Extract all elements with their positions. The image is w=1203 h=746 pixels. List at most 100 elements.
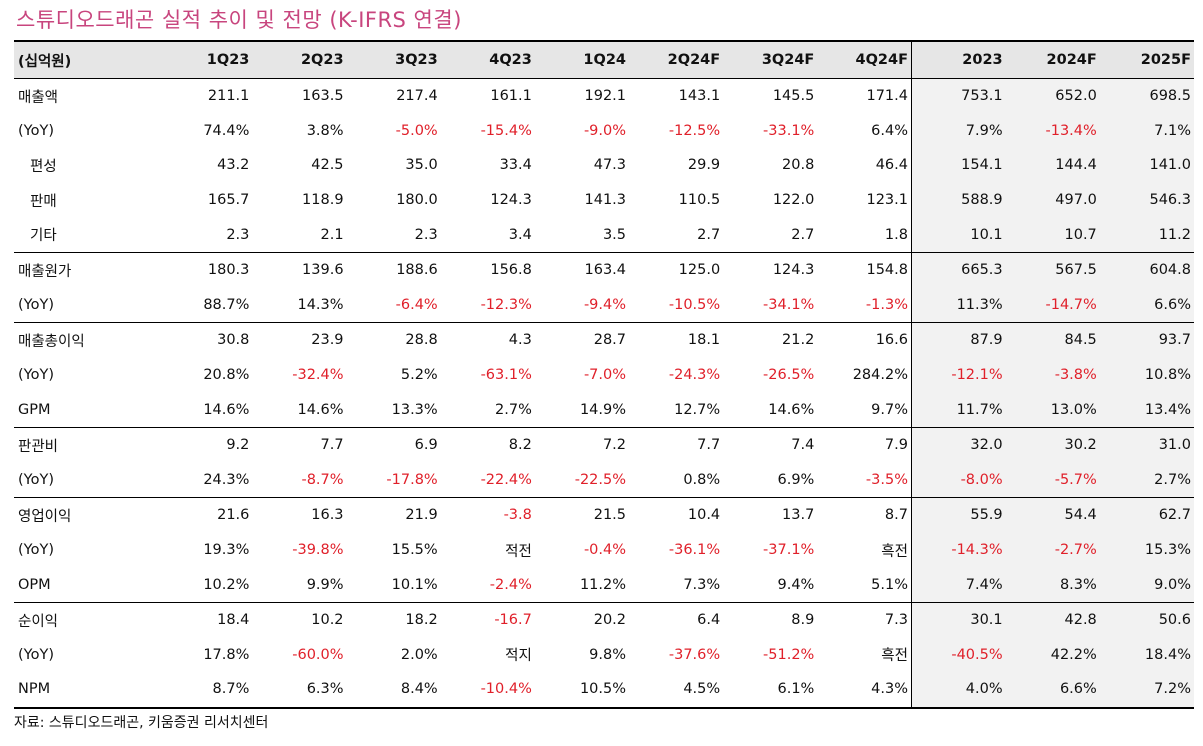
column-header: 3Q24F	[723, 40, 818, 79]
table-cell: 6.6%	[1099, 287, 1194, 324]
table-cell: 143.1	[678, 88, 721, 105]
table-cell: 4.0%	[910, 672, 1006, 709]
table-cell: -12.1%	[910, 357, 1006, 393]
table-row: (YoY) 24.3% -8.7% -17.8% -22.4% -22.5% 0.8% 6.9…	[14, 462, 1194, 499]
table-cell: 7.4	[791, 437, 815, 454]
table-cell: 5.2%	[400, 367, 438, 384]
table-cell: 47.3	[593, 157, 627, 174]
row-label: (YoY)	[18, 646, 54, 663]
table-cell: 163.5	[302, 88, 344, 105]
table-cell: 적전	[505, 543, 532, 560]
table-cell: 28.7	[593, 332, 627, 349]
table-cell: 31.0	[1099, 427, 1194, 463]
table-cell: -5.0%	[395, 122, 438, 139]
row-label: NPM	[14, 672, 159, 709]
column-header: 4Q24F	[817, 40, 912, 79]
column-header: 2Q24F	[629, 40, 724, 79]
table-cell: 5.1%	[817, 567, 912, 603]
table-cell: 2.1	[252, 217, 347, 253]
table-cell: 4.5%	[629, 672, 724, 709]
table-cell: 14.9%	[534, 392, 630, 428]
table-cell: 125.0	[678, 262, 721, 279]
table-cell: 흑전	[881, 543, 908, 560]
row-label: 판매	[30, 193, 57, 210]
table-cell: 3.4	[440, 217, 535, 253]
table-cell: 15.5%	[391, 542, 438, 559]
table-cell: 13.0%	[1005, 392, 1100, 428]
table-cell: -9.0%	[583, 122, 627, 139]
table-cell: -2.4%	[440, 567, 535, 603]
table-cell: 18.4	[217, 612, 250, 629]
table-cell: 14.6%	[252, 392, 347, 428]
table-cell: 16.3	[311, 507, 344, 524]
table-cell: -17.8%	[346, 462, 441, 499]
table-cell: 9.2	[226, 437, 250, 454]
row-label: (YoY)	[18, 542, 54, 559]
table-cell: 9.0%	[1099, 567, 1194, 603]
column-header: 4Q23	[440, 40, 535, 79]
table-cell: 11.2%	[534, 567, 630, 603]
table-cell: 141.3	[584, 192, 627, 209]
table-cell: 14.6%	[158, 392, 253, 428]
table-cell: 6.9%	[723, 462, 818, 499]
table-cell: 588.9	[910, 182, 1006, 218]
table-cell: -12.5%	[668, 122, 721, 139]
table-cell: 8.4%	[346, 672, 441, 709]
table-cell: 10.1%	[346, 567, 441, 603]
table-cell: 74.4%	[203, 122, 250, 139]
table-cell: -24.3%	[668, 367, 721, 384]
row-label: 매출원가	[18, 263, 72, 280]
row-label: 영업이익	[18, 508, 72, 525]
table-cell: 21.6	[217, 507, 250, 524]
table-cell: 24.3%	[158, 462, 253, 499]
table-cell: -3.5%	[817, 462, 912, 499]
table-cell: 124.3	[772, 262, 815, 279]
table-cell: 110.5	[678, 192, 721, 209]
table-cell: -22.4%	[440, 462, 535, 499]
row-label: GPM	[14, 392, 159, 428]
table-cell: 188.6	[396, 262, 438, 279]
table-cell: 497.0	[1005, 182, 1100, 218]
table-cell: 3.8%	[306, 122, 344, 139]
table-row: 매출액 211.1 163.5 217.4 161.1 192.1 143.1 145.5 17…	[14, 78, 1194, 114]
table-cell: 21.9	[405, 507, 438, 524]
table-cell: 211.1	[207, 88, 250, 105]
table-title: 스튜디오드래곤 실적 추이 및 전망 (K-IFRS 연결)	[16, 8, 462, 32]
table-cell: 154.8	[866, 262, 908, 279]
table-row: 기타 2.3 2.1 2.3 3.4 3.5 2.7 2.7 1.8 10.1 10.7 11.2	[14, 217, 1194, 253]
table-cell: 665.3	[910, 252, 1006, 288]
table-cell: 87.9	[910, 322, 1006, 358]
table-cell: -2.7%	[1005, 532, 1100, 568]
table-cell: 18.2	[405, 612, 438, 629]
table-cell: 180.0	[396, 192, 438, 209]
table-cell: 20.8	[782, 157, 815, 174]
table-cell: 192.1	[584, 88, 627, 105]
column-header: 2024F	[1005, 40, 1100, 79]
table-cell: -3.8%	[1005, 357, 1100, 393]
table-cell: 62.7	[1099, 497, 1194, 533]
table-cell: 122.0	[772, 192, 815, 209]
table-cell: -39.8%	[292, 542, 344, 559]
table-cell: 32.0	[910, 427, 1006, 463]
table-cell: 8.2	[508, 437, 532, 454]
table-cell: 0.8%	[629, 462, 724, 499]
table-cell: 6.1%	[723, 672, 818, 709]
table-cell: -10.5%	[629, 287, 724, 324]
table-cell: 8.9	[791, 612, 815, 629]
table-cell: 46.4	[875, 157, 908, 174]
column-header: 2025F	[1099, 40, 1194, 79]
table-cell: 2.3	[346, 217, 441, 253]
table-row: GPM 14.6% 14.6% 13.3% 2.7% 14.9% 12.7% 14.6% 9.7…	[14, 392, 1194, 428]
table-row: 매출총이익 30.8 23.9 28.8 4.3 28.7 18.1 21.2 16.6 87.9…	[14, 322, 1194, 358]
table-cell: -8.0%	[910, 462, 1006, 499]
table-row: (YoY) 20.8% -32.4% 5.2% -63.1% -7.0% -24.3% -26…	[14, 357, 1194, 393]
table-cell: -37.1%	[763, 542, 815, 559]
table-cell: 7.9	[884, 437, 908, 454]
table-cell: 13.4%	[1099, 392, 1194, 428]
table-cell: 29.9	[687, 157, 721, 174]
table-cell: 10.2%	[158, 567, 253, 603]
table-cell: 33.4	[499, 157, 532, 174]
table-cell: 21.5	[593, 507, 627, 524]
table-cell: 84.5	[1005, 322, 1100, 358]
table-cell: 567.5	[1005, 252, 1100, 288]
